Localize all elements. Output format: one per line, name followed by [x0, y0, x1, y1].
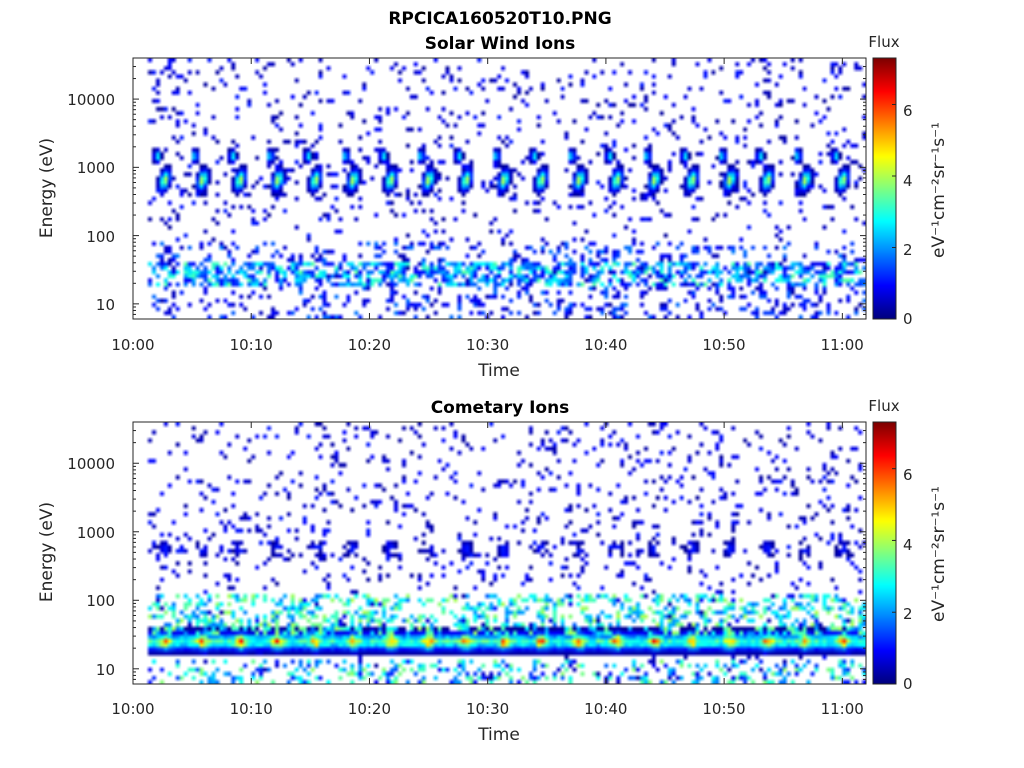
x-tick-label: 11:00 — [821, 700, 864, 718]
colorbar-gradient — [873, 58, 896, 319]
x-tick-label: 10:40 — [584, 700, 627, 718]
colorbar-tick-label: 2 — [903, 241, 913, 259]
colorbar-frame — [872, 421, 897, 685]
x-tick-label: 10:10 — [230, 336, 273, 354]
colorbar-tick-label: 4 — [903, 536, 913, 554]
x-tick-label: 10:20 — [348, 700, 391, 718]
panel-title: Cometary Ions — [431, 398, 570, 418]
y-tick-label: 1000 — [77, 159, 115, 177]
y-tick-label: 10000 — [67, 91, 115, 109]
y-axis: 10 100 1000 10000 Energy (eV) — [37, 455, 115, 679]
colorbar-label: eV⁻¹cm⁻²sr⁻¹s⁻¹ — [929, 122, 949, 258]
panel-title: Solar Wind Ions — [425, 34, 576, 54]
x-axis: 10:00 10:10 10:20 10:30 10:40 10:50 11:0… — [111, 700, 863, 745]
colorbar-title: Flux — [868, 33, 899, 51]
x-tick-label: 10:00 — [111, 700, 154, 718]
colorbar: Flux 0 2 4 6 eV⁻¹cm⁻²sr⁻¹s⁻¹ — [868, 33, 949, 328]
x-tick-label: 10:30 — [466, 336, 509, 354]
colorbar-frame — [872, 57, 897, 320]
spectrogram-image — [136, 58, 866, 319]
colorbar-gradient — [873, 422, 896, 684]
x-tick-label: 10:40 — [584, 336, 627, 354]
spectrogram-image — [136, 422, 866, 684]
cometary-panel: Cometary Ions 10:00 10:10 10:20 10:30 10… — [37, 397, 949, 745]
colorbar-tick-label: 6 — [903, 466, 913, 484]
x-tick-label: 11:00 — [821, 336, 864, 354]
y-tick-label: 1000 — [77, 524, 115, 542]
y-axis-label: Energy (eV) — [37, 502, 57, 602]
colorbar-label: eV⁻¹cm⁻²sr⁻¹s⁻¹ — [929, 486, 949, 622]
x-axis-label: Time — [477, 361, 520, 381]
x-tick-label: 10:50 — [702, 700, 745, 718]
x-axis-label: Time — [477, 725, 520, 745]
y-tick-label: 10 — [96, 661, 115, 679]
y-axis-label: Energy (eV) — [37, 138, 57, 238]
colorbar-tick-label: 2 — [903, 605, 913, 623]
plot-frame — [132, 57, 867, 320]
x-tick-label: 10:30 — [466, 700, 509, 718]
colorbar-tick-label: 0 — [903, 675, 913, 693]
x-tick-label: 10:50 — [702, 336, 745, 354]
colorbar-tick-label: 4 — [903, 172, 913, 190]
plot-frame — [132, 421, 867, 685]
y-tick-label: 100 — [86, 592, 115, 610]
colorbar-tick-label: 6 — [903, 102, 913, 120]
x-tick-label: 10:10 — [230, 700, 273, 718]
x-tick-label: 10:00 — [111, 336, 154, 354]
figure-title: RPCICA160520T10.PNG — [388, 9, 611, 29]
colorbar: Flux 0 2 4 6 eV⁻¹cm⁻²sr⁻¹s⁻¹ — [868, 397, 949, 693]
x-axis: 10:00 10:10 10:20 10:30 10:40 10:50 11:0… — [111, 336, 863, 381]
x-tick-label: 10:20 — [348, 336, 391, 354]
colorbar-tick-label: 0 — [903, 310, 913, 328]
y-tick-label: 10 — [96, 296, 115, 314]
solar-wind-panel: Solar Wind Ions 10:00 10:10 10:20 10:30 … — [37, 33, 949, 381]
y-tick-label: 10000 — [67, 455, 115, 473]
y-axis: 10 100 1000 10000 Energy (eV) — [37, 91, 115, 314]
y-tick-label: 100 — [86, 228, 115, 246]
colorbar-title: Flux — [868, 397, 899, 415]
